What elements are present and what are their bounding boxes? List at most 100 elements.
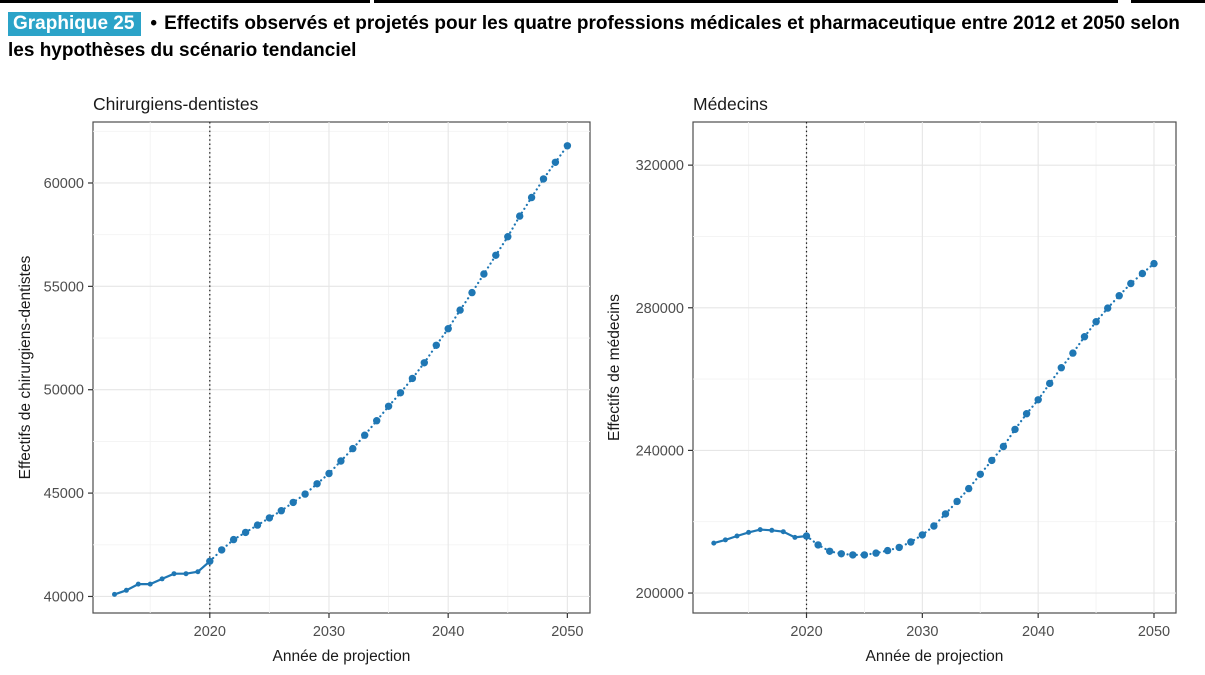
- data-point: [159, 576, 165, 582]
- data-point: [976, 470, 984, 478]
- data-point: [769, 527, 775, 533]
- data-point: [1115, 292, 1123, 300]
- data-point: [207, 558, 213, 564]
- data-point: [988, 456, 996, 465]
- panel-title: Chirurgiens-dentistes: [93, 94, 259, 114]
- data-point: [289, 498, 297, 507]
- data-point: [1011, 425, 1019, 434]
- data-point: [492, 251, 500, 259]
- data-point: [218, 546, 226, 554]
- data-point: [826, 547, 834, 555]
- data-point: [420, 359, 428, 367]
- panel-title: Médecins: [693, 94, 768, 114]
- data-point: [941, 510, 950, 518]
- data-point: [551, 158, 560, 166]
- data-point: [112, 591, 117, 597]
- data-point: [965, 484, 973, 493]
- x-tick-label: 2030: [906, 624, 938, 640]
- data-point: [918, 531, 926, 539]
- y-tick-label: 320000: [636, 158, 684, 174]
- data-point: [792, 534, 798, 540]
- y-tick-label: 60000: [44, 176, 84, 192]
- y-tick-label: 55000: [44, 279, 84, 295]
- chart-chirurgiens-dentistes: 2020 2030 2040 2050 40000 45000 50000 55000 6000…: [0, 85, 605, 675]
- data-point: [711, 540, 717, 546]
- bullet-separator: •: [150, 13, 158, 34]
- data-point: [265, 514, 274, 522]
- figure-caption: Graphique 25 • Effectifs observés et proje…: [0, 3, 1205, 64]
- data-point: [804, 533, 809, 539]
- data-point: [734, 533, 740, 539]
- data-point: [337, 457, 345, 465]
- data-point: [373, 417, 381, 425]
- data-point: [468, 288, 476, 297]
- figure-badge: Graphique 25: [8, 12, 142, 36]
- x-tick-label: 2040: [1022, 624, 1054, 640]
- data-point: [1092, 318, 1100, 326]
- data-point: [860, 551, 869, 559]
- data-point: [147, 581, 153, 587]
- data-point: [1080, 333, 1089, 341]
- data-point: [408, 374, 417, 383]
- data-point: [1150, 259, 1158, 268]
- data-point: [814, 541, 822, 549]
- x-axis-title: Année de projection: [273, 648, 411, 665]
- x-tick-label: 2020: [194, 624, 226, 640]
- data-point: [241, 528, 250, 537]
- panel-border: [692, 121, 1177, 614]
- data-point: [1057, 364, 1065, 372]
- data-point: [325, 469, 333, 478]
- y-tick-label: 50000: [44, 383, 84, 399]
- data-point: [396, 389, 405, 397]
- data-point: [953, 497, 961, 506]
- data-point: [195, 569, 201, 575]
- data-point: [780, 529, 786, 535]
- y-tick-label: 45000: [44, 486, 84, 502]
- data-point: [872, 549, 880, 557]
- data-point: [930, 522, 938, 530]
- data-point: [1046, 379, 1054, 388]
- charts-row: 2020 2030 2040 2050 40000 45000 50000 55000 6000…: [0, 85, 1205, 675]
- y-tick-label: 240000: [636, 443, 684, 459]
- data-point: [349, 444, 357, 453]
- x-axis-title: Année de projection: [866, 648, 1004, 665]
- chart-medecins: 2020 2030 2040 2050 200000 240000 280000 320000…: [605, 85, 1205, 675]
- data-point: [907, 538, 915, 546]
- data-point: [1022, 410, 1031, 418]
- data-point: [504, 233, 512, 241]
- y-tick-label: 40000: [44, 589, 84, 605]
- clipped-text-strip: [0, 0, 1205, 3]
- data-point: [883, 546, 892, 555]
- data-point: [432, 341, 440, 349]
- data-point: [480, 270, 488, 278]
- data-point: [135, 581, 141, 587]
- data-point: [123, 587, 129, 593]
- data-point: [171, 571, 177, 577]
- y-axis-title: Effectifs de chirurgiens-dentistes: [17, 255, 34, 479]
- x-tick-label: 2050: [1138, 624, 1170, 640]
- data-point: [313, 480, 321, 488]
- data-point: [563, 142, 572, 150]
- data-point: [999, 442, 1008, 451]
- data-point: [253, 521, 262, 529]
- data-point: [277, 507, 285, 515]
- x-tick-label: 2020: [790, 624, 822, 640]
- data-point: [722, 537, 728, 543]
- data-point: [849, 551, 857, 559]
- data-point: [757, 527, 763, 533]
- data-point: [301, 490, 309, 498]
- data-point: [384, 402, 393, 410]
- data-point: [1104, 304, 1112, 312]
- data-point: [183, 571, 189, 577]
- data-point: [444, 325, 452, 333]
- data-point: [1138, 269, 1147, 278]
- data-point: [361, 431, 369, 439]
- data-point: [527, 193, 536, 202]
- data-point: [1034, 396, 1042, 404]
- data-point: [746, 529, 752, 535]
- y-tick-label: 280000: [636, 301, 684, 317]
- x-tick-label: 2050: [551, 624, 583, 640]
- data-point: [539, 175, 548, 183]
- y-axis-title: Effectifs de médecins: [606, 294, 623, 441]
